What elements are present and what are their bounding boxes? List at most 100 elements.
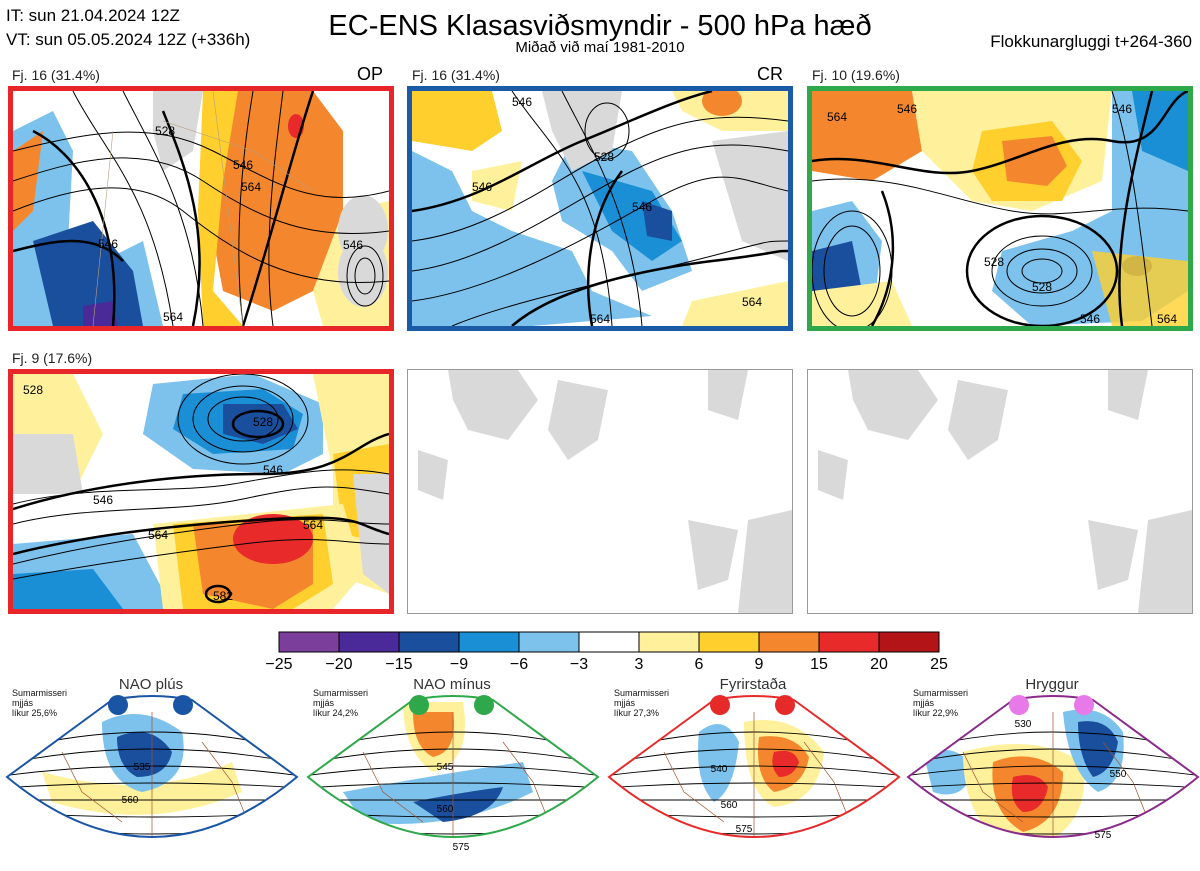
contour-label: 582 <box>213 589 233 603</box>
contour-label: 528 <box>155 124 175 138</box>
cluster-map-2: 546 528 546 546 564 564 <box>407 86 793 331</box>
regime-shape <box>7 835 297 837</box>
colorbar-swatch <box>758 631 820 653</box>
panel-4-label: Fj. 9 (17.6%) <box>12 350 93 366</box>
regime-dot <box>1009 695 1029 715</box>
colorbar-swatch <box>398 631 460 653</box>
regime-shape <box>609 835 899 837</box>
contour-label: 528 <box>594 150 614 164</box>
regime-shape <box>698 724 739 802</box>
valid-time: VT: sun 05.05.2024 12Z (+336h) <box>6 30 251 49</box>
regime-note-line: Sumarmisseri <box>913 688 969 698</box>
cluster-map-3: 564 546 546 528 528 546 564 <box>807 86 1193 331</box>
panel-1-tag: OP <box>357 64 384 84</box>
colorbar-tick-label: −9 <box>449 656 469 673</box>
contour-label: 546 <box>472 180 492 194</box>
colorbar-tick-label: 15 <box>810 656 828 673</box>
colorbar-swatch <box>818 631 880 653</box>
regime-note: Sumarmisseri mjjás líkur 24,2% <box>313 688 368 718</box>
regime-dot <box>173 695 193 715</box>
regime-note-line: Sumarmisseri <box>12 688 68 698</box>
colorbar-tick-label: −6 <box>509 656 529 673</box>
colorbar-tick-label: 6 <box>694 656 704 673</box>
regime-contour-label: 575 <box>453 842 470 853</box>
regime-note: Sumarmisseri mjjás líkur 27,3% <box>614 688 669 718</box>
cluster-map-1: 528 546 564 546 564 546 <box>8 86 394 331</box>
regime-note-line: líkur 27,3% <box>614 708 660 718</box>
regime-title: Fyrirstaða <box>719 676 787 693</box>
colorbar-swatch <box>338 631 400 653</box>
regime-note-line: mjjás <box>614 698 636 708</box>
contour-label: 546 <box>897 102 917 116</box>
contour-label: 546 <box>512 95 532 109</box>
panel-1-label: Fj. 16 (31.4%) <box>12 67 100 83</box>
regime-dot <box>474 695 494 715</box>
contour-label: 528 <box>1032 280 1052 294</box>
colorbar-tick-label: −20 <box>325 656 353 673</box>
regime-shape <box>413 712 454 757</box>
regime-note-line: mjjás <box>913 698 935 708</box>
regime-shape <box>923 749 973 795</box>
regime-contour-label: 575 <box>1095 830 1112 841</box>
regime-note-line: mjjás <box>313 698 335 708</box>
regime-map: 530 550 575 <box>906 695 1200 841</box>
regime-note-line: líkur 22,9% <box>913 708 959 718</box>
regime-contour-label: 540 <box>711 764 728 775</box>
colorbar-tick-label: 20 <box>870 656 888 673</box>
regime-shape <box>906 695 1200 838</box>
contour-label: 564 <box>148 528 168 542</box>
colorbar-tick-label: −3 <box>569 656 589 673</box>
regime-note: Sumarmisseri mjjás líkur 25,6% <box>12 688 67 718</box>
contour-label: 546 <box>343 238 363 252</box>
regime-shape <box>908 835 1198 837</box>
page-title: EC-ENS Klasasviðsmyndir - 500 hPa hæð <box>328 10 872 42</box>
contour-label: 564 <box>241 180 261 194</box>
colorbar-swatch <box>458 631 520 653</box>
contour-label: 564 <box>590 312 610 326</box>
regime-shape <box>772 750 799 777</box>
empty-map-5 <box>407 369 793 614</box>
regime-dot <box>409 695 429 715</box>
regime-contour-label: 550 <box>1110 769 1127 780</box>
regime-contour-label: 560 <box>437 804 454 815</box>
colorbar-tick-label: −15 <box>385 656 413 673</box>
colorbar-swatch <box>518 631 580 653</box>
regime-shape <box>5 695 299 838</box>
contour-label: 528 <box>23 383 43 397</box>
contour-label: 546 <box>98 237 118 251</box>
regime-contour-label: 545 <box>437 762 454 773</box>
contour-label: 528 <box>253 415 273 429</box>
empty-map-6 <box>807 369 1193 614</box>
regime-note-line: Sumarmisseri <box>614 688 670 698</box>
panel-2-tag: CR <box>757 64 783 84</box>
colorbar-swatch <box>278 631 340 653</box>
panel-2-label: Fj. 16 (31.4%) <box>412 67 500 83</box>
contour-label: 564 <box>303 518 323 532</box>
colorbar <box>278 631 940 653</box>
contour-label: 528 <box>984 255 1004 269</box>
page-subtitle: Miðað við maí 1981-2010 <box>515 39 685 56</box>
regime-shape <box>413 787 503 822</box>
contour-label: 546 <box>1112 102 1132 116</box>
classification-window: Flokkunargluggi t+264-360 <box>990 32 1192 51</box>
regime-title: Hryggur <box>1025 676 1079 693</box>
regime-contour-label: 560 <box>122 795 139 806</box>
regime-map: 545 560 575 <box>306 695 600 853</box>
contour-label: 564 <box>742 295 762 309</box>
regime-title: NAO plús <box>118 676 184 693</box>
regime-dot <box>1074 695 1094 715</box>
contour-label: 546 <box>632 200 652 214</box>
regime-dot <box>108 695 128 715</box>
colorbar-tick-label: 9 <box>754 656 764 673</box>
regime-note-line: mjjás <box>12 698 34 708</box>
contour-label: 546 <box>263 463 283 477</box>
colorbar-tick-label: 3 <box>634 656 644 673</box>
regime-note-line: Sumarmisseri <box>313 688 369 698</box>
regime-contour-label: 575 <box>736 824 753 835</box>
contour-label: 564 <box>1157 312 1177 326</box>
colorbar-tick-label: −25 <box>265 656 293 673</box>
contour-label: 546 <box>1080 312 1100 326</box>
contour-label: 564 <box>163 310 183 324</box>
regime-note-line: líkur 25,6% <box>12 708 58 718</box>
contour-label: 546 <box>233 158 253 172</box>
